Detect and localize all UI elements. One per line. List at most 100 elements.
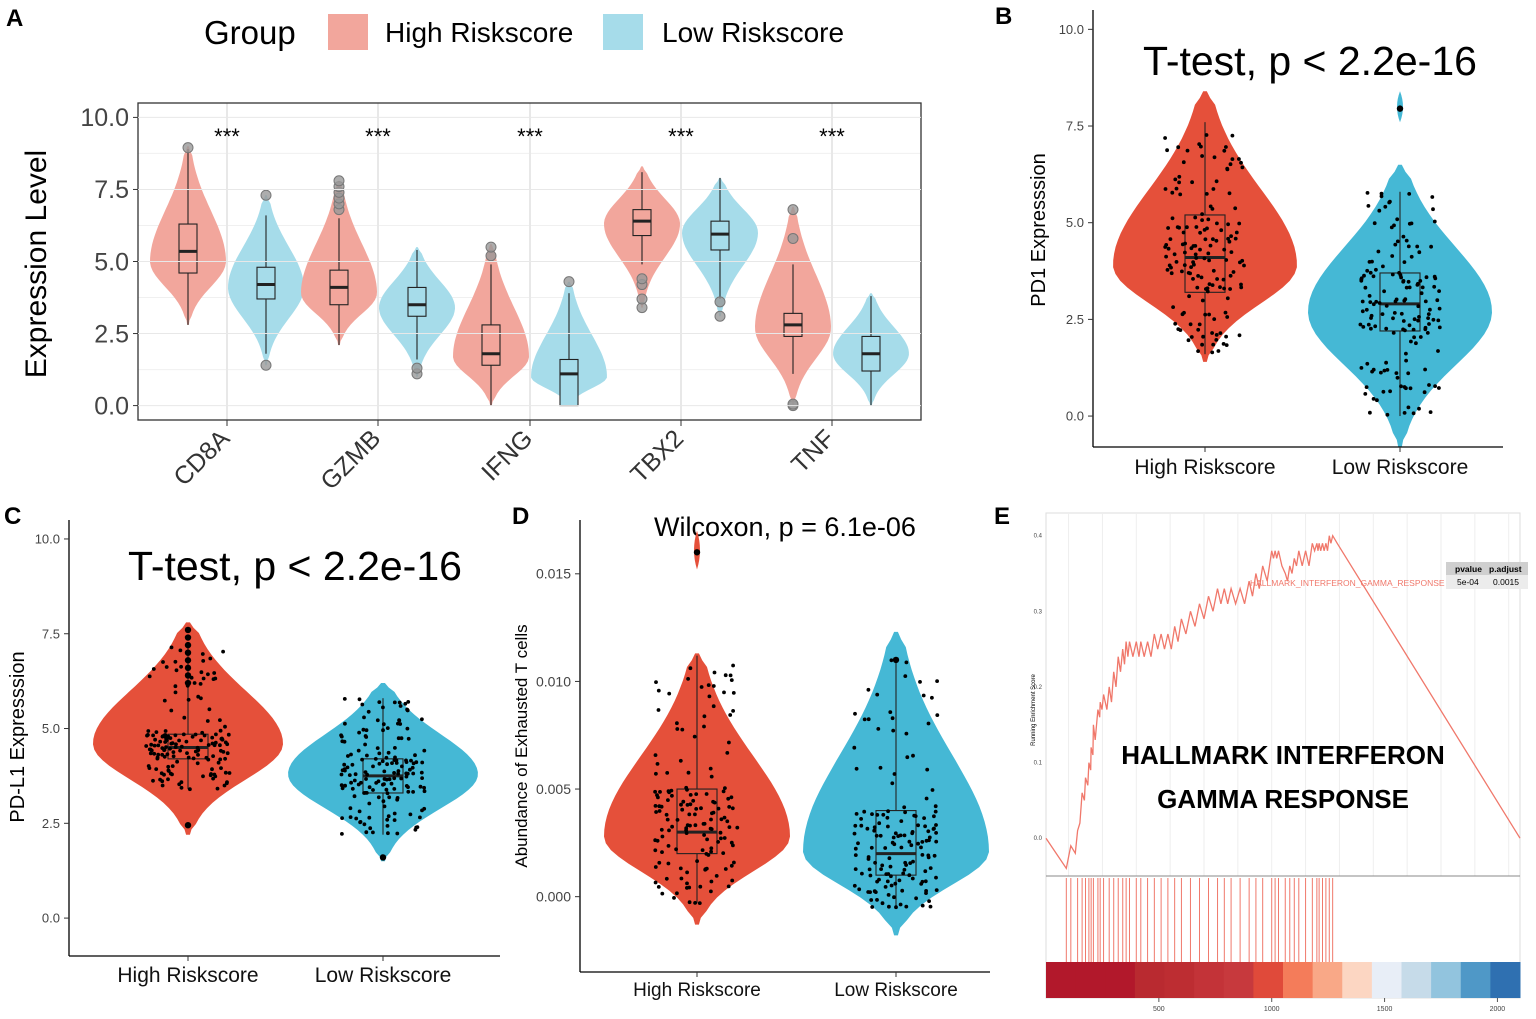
data-point — [1384, 326, 1389, 331]
data-point — [667, 828, 671, 833]
data-point — [1416, 304, 1421, 309]
data-point — [658, 790, 662, 794]
data-point — [360, 702, 365, 707]
data-point — [156, 743, 161, 748]
tick-label: 0.3 — [1034, 609, 1043, 615]
data-point — [218, 757, 223, 762]
data-point — [730, 878, 735, 883]
data-point — [872, 828, 877, 833]
data-point — [667, 691, 672, 696]
data-point — [166, 734, 171, 739]
data-point — [1425, 331, 1430, 335]
data-point — [1212, 155, 1217, 160]
data-point — [1222, 286, 1226, 291]
data-point — [1371, 274, 1376, 279]
data-point — [1407, 323, 1412, 328]
data-point — [165, 752, 170, 757]
tick-label: 5.0 — [94, 248, 129, 276]
data-point — [1233, 206, 1238, 211]
data-point — [654, 810, 658, 814]
data-point — [188, 787, 192, 792]
data-point — [147, 766, 152, 770]
heatmap-cell — [1046, 962, 1077, 998]
data-point — [697, 901, 702, 905]
data-point — [1189, 246, 1194, 251]
data-point — [1373, 324, 1378, 329]
tick-label: 7.5 — [1066, 119, 1084, 134]
data-point — [685, 803, 690, 807]
tick-label: TBX2 — [625, 424, 689, 488]
data-point — [887, 856, 892, 861]
data-point — [147, 674, 152, 679]
data-point — [653, 865, 658, 869]
violins — [604, 530, 989, 936]
data-point — [1196, 327, 1201, 332]
data-point — [1176, 145, 1181, 150]
data-point — [1394, 371, 1399, 375]
data-point — [1369, 326, 1373, 331]
data-point — [377, 761, 382, 766]
tick-label: 0.0 — [1034, 836, 1043, 842]
data-point — [887, 904, 891, 909]
data-point — [225, 751, 230, 756]
data-point — [1435, 298, 1440, 303]
data-point — [1181, 160, 1186, 165]
data-point — [1369, 316, 1373, 320]
x-axis-ticks: 500 1000 1500 2000 — [1153, 998, 1505, 1013]
data-point — [709, 846, 714, 851]
tick-label: 0.0 — [1066, 409, 1084, 424]
panel-letter-e: E — [994, 503, 1010, 530]
data-point — [872, 889, 877, 894]
data-point — [870, 905, 875, 909]
data-point — [1222, 247, 1227, 252]
box — [481, 324, 501, 366]
data-point — [1388, 199, 1392, 204]
data-point — [688, 802, 693, 807]
data-point — [1437, 289, 1441, 293]
data-point — [1195, 285, 1200, 290]
data-point — [1166, 246, 1171, 251]
data-point — [404, 774, 409, 779]
data-point — [1404, 285, 1409, 290]
data-point — [385, 762, 389, 767]
data-point — [930, 788, 935, 792]
data-point — [654, 680, 658, 684]
data-point — [706, 683, 711, 687]
data-point — [897, 878, 902, 883]
data-point — [360, 757, 364, 762]
data-point — [1398, 273, 1403, 278]
data-point — [381, 722, 386, 727]
data-point — [1176, 327, 1181, 331]
data-point — [865, 826, 870, 831]
data-point — [862, 809, 867, 814]
data-point — [213, 676, 218, 681]
y-axis-ticks: 0.0 2.5 5.0 7.5 10.0 — [35, 532, 69, 926]
data-point — [674, 847, 678, 852]
data-point — [1409, 221, 1414, 226]
data-point — [856, 841, 860, 846]
data-point — [656, 885, 661, 889]
y-axis-label: Running Enrichment Score — [1031, 673, 1037, 745]
data-point — [211, 754, 216, 758]
data-point — [1174, 186, 1179, 191]
data-point — [1426, 312, 1431, 316]
data-point — [420, 776, 424, 780]
data-point — [921, 693, 926, 698]
data-point — [1431, 207, 1435, 212]
data-point — [371, 830, 375, 835]
data-point — [725, 819, 730, 824]
box — [875, 810, 917, 876]
data-point — [1178, 192, 1183, 197]
tick-label: 5.0 — [42, 721, 60, 736]
data-point — [1211, 187, 1216, 191]
panel-d-violin-chart: Wilcoxon, p = 6.1e-06 0.0000.0050.0100.0… — [512, 512, 990, 1001]
data-point — [399, 736, 404, 741]
panel-letter-c: C — [4, 503, 21, 530]
data-point — [207, 707, 212, 712]
data-point — [893, 831, 898, 836]
data-point — [922, 816, 926, 820]
data-point — [1229, 250, 1234, 255]
data-point — [381, 782, 385, 787]
outlier-point — [184, 634, 192, 641]
